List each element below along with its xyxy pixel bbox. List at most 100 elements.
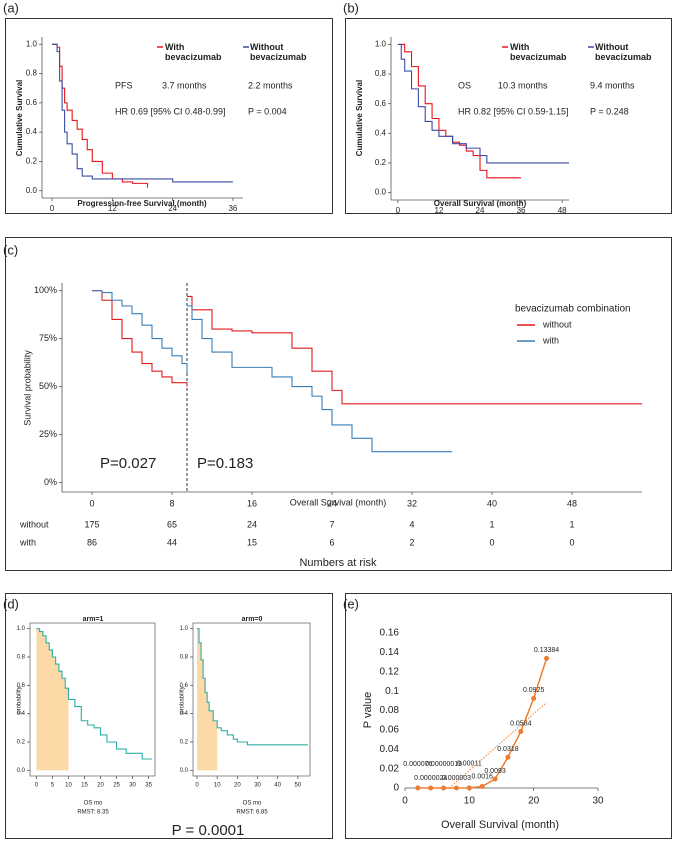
- annotation: OS: [458, 80, 471, 90]
- legend-label: With bevacizumab: [165, 42, 222, 62]
- annotation: 10.3 months: [498, 80, 548, 90]
- panel-label: (e): [343, 596, 359, 611]
- y-tick-label: 0.4: [375, 128, 387, 137]
- plot-frame: [29, 622, 156, 777]
- y-tick-label: 0.02: [380, 763, 400, 774]
- y-tick-label: 0.6: [17, 683, 26, 689]
- panel-frame: [5, 18, 333, 214]
- data-label: 0.0318: [497, 746, 519, 753]
- x-tick-label: 50: [295, 783, 302, 789]
- x-tick-label: 20: [528, 796, 540, 807]
- annotation: PFS: [115, 80, 133, 90]
- y-tick-label: 0.14: [380, 647, 400, 658]
- y-axis-label: probability: [17, 686, 23, 713]
- data-label: 0.00011: [457, 761, 482, 768]
- point: [479, 783, 485, 789]
- x-tick-label: 12: [434, 206, 443, 215]
- x-tick-label: 0: [35, 783, 39, 789]
- risk-count: 175: [84, 519, 99, 529]
- y-tick-label: 0.2: [375, 158, 387, 167]
- y-tick-label: 1.0: [180, 626, 189, 632]
- x-tick-label: 15: [81, 783, 88, 789]
- x-tick-label: 36: [517, 206, 526, 215]
- series-line: [397, 43, 569, 164]
- y-tick-label: 0.8: [26, 69, 38, 78]
- y-tick-label: 0.08: [380, 705, 400, 716]
- x-axis-label: Overall Survival (month): [290, 497, 387, 507]
- risk-count: 86: [87, 537, 97, 547]
- panel-frame: [5, 237, 672, 571]
- risk-count: 4: [409, 519, 414, 529]
- annotation: 3.7 months: [162, 80, 207, 90]
- y-axis-label: Survival probability: [22, 350, 32, 426]
- x-tick-label: 25: [113, 783, 120, 789]
- annotation: P=0.183: [197, 455, 253, 472]
- annotation: P = 0.0001: [172, 822, 245, 839]
- legend-title: bevacizumab combination: [515, 304, 631, 315]
- data-label: 0.0016: [471, 773, 493, 780]
- y-tick-label: 0.2: [26, 157, 38, 166]
- trendline: [449, 702, 547, 789]
- x-tick-label: 24: [476, 206, 485, 215]
- y-tick-label: 0.2: [180, 740, 189, 746]
- y-tick-label: 1.0: [375, 40, 387, 49]
- annotation: OS mo: [84, 801, 103, 807]
- annotation: P = 0.248: [590, 106, 629, 116]
- annotation: HR 0.69 [95% CI 0.48-0.99]: [115, 106, 226, 116]
- x-axis-label: Progression-free Survival (month): [77, 199, 207, 208]
- risk-count: 1: [569, 519, 574, 529]
- annotation: 9.4 months: [590, 80, 635, 90]
- x-tick-label: 0: [89, 498, 94, 508]
- risk-count: 2: [409, 537, 414, 547]
- y-tick-label: 0.4: [17, 711, 26, 717]
- x-tick-label: 36: [228, 204, 237, 213]
- y-tick-label: 0.0: [26, 186, 38, 195]
- y-tick-label: 25%: [39, 429, 57, 439]
- panel-label: (d): [3, 596, 19, 611]
- y-tick-label: 1.0: [17, 626, 26, 632]
- annotation: OS mo: [243, 801, 262, 807]
- y-tick-label: 0.0: [180, 768, 189, 774]
- risk-count: 7: [329, 519, 334, 529]
- y-tick-label: 0.8: [17, 655, 26, 661]
- legend-label: Without bevacizumab: [595, 42, 652, 62]
- annotation: RMST: 6.85: [236, 810, 268, 816]
- point: [518, 728, 524, 734]
- x-tick-label: 5: [51, 783, 55, 789]
- series-line: [36, 628, 152, 760]
- y-tick-label: 0%: [44, 477, 57, 487]
- x-tick-label: 40: [487, 498, 497, 508]
- x-tick-label: 8: [169, 498, 174, 508]
- panel-label: (a): [3, 0, 19, 15]
- x-tick-label: 40: [274, 783, 281, 789]
- legend-label: without: [542, 319, 572, 329]
- annotation: P=0.027: [100, 455, 156, 472]
- risk-count: 6: [329, 537, 334, 547]
- chart-title: arm=1: [83, 616, 104, 623]
- risk-count: 65: [167, 519, 177, 529]
- y-tick-label: 0.06: [380, 725, 400, 736]
- x-tick-label: 0: [402, 796, 408, 807]
- y-tick-label: 75%: [39, 333, 57, 343]
- risk-count: 24: [247, 519, 257, 529]
- point: [492, 776, 498, 782]
- panel-frame: [5, 593, 333, 839]
- risk-row-label: with: [19, 537, 36, 547]
- x-tick-label: 24: [168, 204, 177, 213]
- x-tick-label: 20: [234, 783, 241, 789]
- data-label: 0.0584: [510, 720, 532, 727]
- y-axis-label: P value: [362, 692, 374, 729]
- y-tick-label: 0.8: [180, 655, 189, 661]
- risk-count: 0: [489, 537, 494, 547]
- x-tick-label: 10: [65, 783, 72, 789]
- x-tick-label: 20: [97, 783, 104, 789]
- point: [428, 785, 434, 791]
- rmst-area: [36, 628, 69, 771]
- series-line: [397, 43, 522, 179]
- y-tick-label: 0.2: [17, 740, 26, 746]
- y-tick-label: 0.04: [380, 744, 400, 755]
- risk-count: 0: [569, 537, 574, 547]
- y-tick-label: 0.8: [375, 69, 387, 78]
- point: [544, 655, 550, 661]
